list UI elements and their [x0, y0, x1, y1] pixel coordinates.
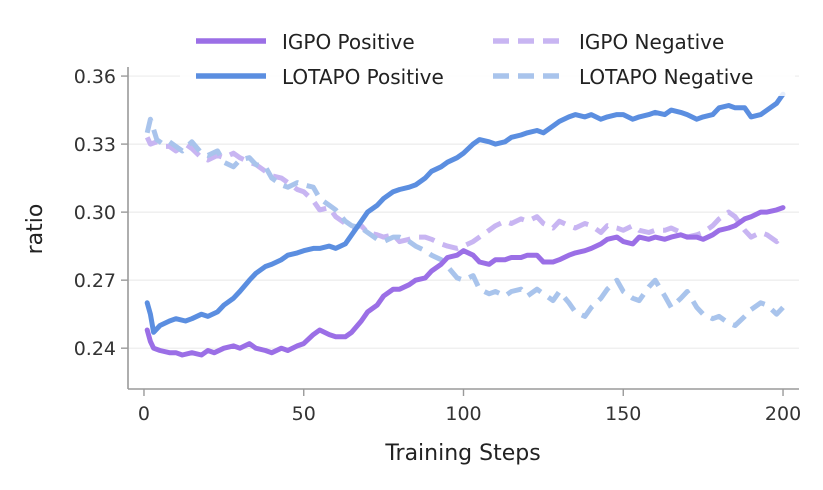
x-tick-label: 0 — [138, 403, 150, 425]
x-axis-label: Training Steps — [384, 441, 540, 466]
legend-label: LOTAPO Positive — [282, 65, 444, 89]
legend-label: IGPO Negative — [579, 30, 724, 54]
x-tick-label: 50 — [292, 403, 316, 425]
y-axis-label: ratio — [23, 204, 48, 255]
x-ticks: 0 50 100 150 200 — [138, 389, 801, 425]
legend: IGPO Positive LOTAPO Positive IGPO Negativ… — [180, 20, 795, 96]
y-ticks: 0.24 0.27 0.30 0.33 0.36 — [74, 66, 128, 360]
axes — [127, 67, 799, 390]
series-line-lotapo-positive — [144, 91, 786, 335]
x-tick-label: 200 — [765, 403, 801, 425]
y-tick-label: 0.30 — [74, 202, 116, 224]
y-tick-label: 0.36 — [74, 66, 116, 88]
y-tick-label: 0.33 — [74, 134, 116, 156]
series-line-igpo-negative — [144, 136, 785, 251]
y-tick-label: 0.27 — [74, 270, 116, 292]
x-tick-label: 150 — [605, 403, 641, 425]
legend-box — [180, 20, 795, 96]
y-tick-label: 0.24 — [74, 338, 116, 360]
legend-label: IGPO Positive — [282, 30, 415, 54]
series-line-lotapo-negative — [144, 116, 785, 328]
x-tick-label: 100 — [445, 403, 481, 425]
series-lines — [144, 91, 786, 358]
legend-label: LOTAPO Negative — [579, 65, 753, 89]
series-line-igpo-positive — [144, 205, 786, 358]
